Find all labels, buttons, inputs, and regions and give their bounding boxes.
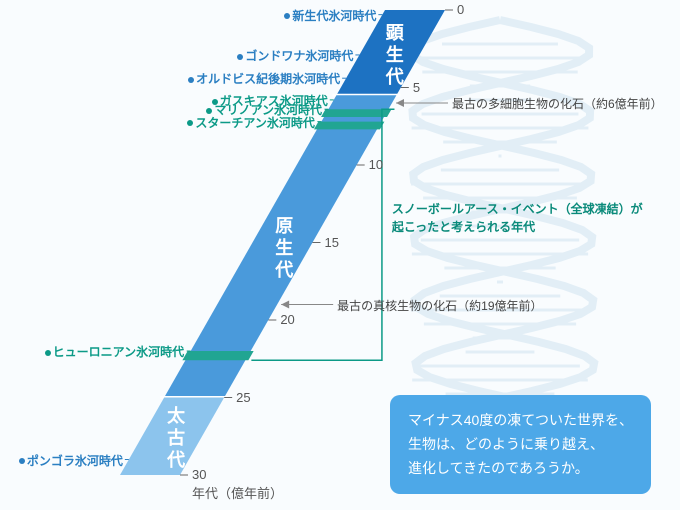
ice-age-band xyxy=(314,122,384,130)
ice-age-band xyxy=(182,351,253,360)
annotation: スノーボールアース・イベント（全球凍結）が起こったと考えられる年代 xyxy=(392,200,643,236)
ice-age-label: ポンゴラ氷河時代 xyxy=(19,452,123,469)
era-label: 顕生代 xyxy=(381,23,407,89)
scale-tick: 0 xyxy=(457,2,464,17)
scale-tick: 5 xyxy=(413,80,420,95)
ice-age-label: ヒューロニアン氷河時代 xyxy=(45,343,185,360)
ice-age-label: 新生代氷河時代 xyxy=(284,7,376,24)
ice-age-label: ゴンドワナ氷河時代 xyxy=(237,47,353,64)
scale-tick: 30 xyxy=(192,467,206,482)
scale-tick: 20 xyxy=(280,312,294,327)
annotation: 最古の真核生物の化石（約19億年前） xyxy=(337,297,542,315)
scale-tick: 15 xyxy=(325,235,339,250)
annotation: 最古の多細胞生物の化石（約6億年前） xyxy=(452,95,663,113)
scale-tick: 25 xyxy=(236,390,250,405)
ice-age-band xyxy=(321,109,391,117)
axis-label: 年代（億年前） xyxy=(192,483,283,502)
ice-age-label: スターチアン氷河時代 xyxy=(187,114,315,131)
scale-tick: 10 xyxy=(369,157,383,172)
era-label: 原生代 xyxy=(270,216,296,282)
callout-box: マイナス40度の凍てついた世界を、生物は、どのように乗り越え、進化してきたのであ… xyxy=(390,395,651,494)
ice-age-label: オルドビス紀後期氷河時代 xyxy=(188,70,340,87)
era-label: 太古代 xyxy=(162,406,188,472)
